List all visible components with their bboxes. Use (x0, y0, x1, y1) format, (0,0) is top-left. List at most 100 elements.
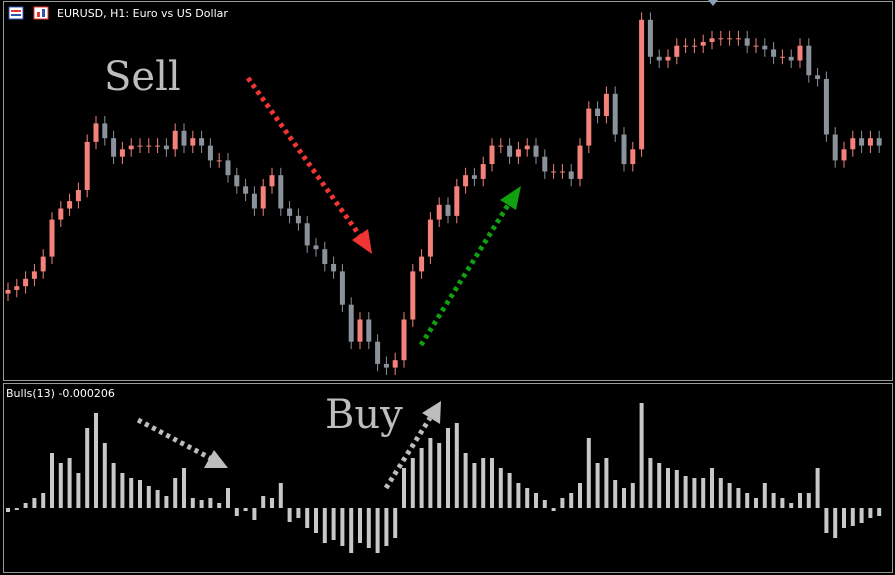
candle-body (542, 156, 548, 172)
arrow-head (422, 401, 441, 424)
candle-body (832, 134, 838, 161)
candle-body (683, 45, 689, 47)
candle-body (586, 108, 592, 146)
histogram-bar (102, 443, 107, 508)
candle-body (313, 245, 319, 250)
histogram-bar (120, 473, 125, 508)
histogram-bar (666, 468, 670, 508)
candle-body (357, 319, 363, 342)
candle-body (23, 278, 29, 287)
candle-body (172, 130, 178, 150)
histogram-bar (146, 486, 151, 508)
histogram-bar (331, 508, 336, 540)
histogram-bar (806, 493, 811, 508)
histogram-bar (243, 508, 248, 511)
histogram-bar (111, 463, 116, 508)
histogram-bar (463, 453, 468, 508)
candle-body (383, 363, 389, 368)
candle-body (427, 219, 433, 257)
histogram-bar (727, 483, 732, 508)
candle-body (753, 45, 759, 47)
candle-body (111, 138, 117, 157)
chart-title: EURUSD, H1: Euro vs US Dollar (57, 7, 228, 20)
candle-body (75, 190, 81, 202)
histogram-bar (314, 508, 318, 533)
arrow (418, 203, 511, 347)
histogram-bar (613, 480, 618, 508)
histogram-bar (648, 458, 653, 508)
candle-body (735, 38, 741, 40)
histogram-bar (322, 508, 327, 543)
candle-body (656, 56, 662, 61)
candle-body (410, 271, 416, 320)
candle-body (674, 45, 680, 57)
histogram-bar (384, 508, 389, 546)
histogram-bar (516, 483, 521, 508)
histogram-bar (622, 488, 626, 508)
candle-body (603, 93, 609, 116)
candle-body (40, 256, 46, 272)
histogram-bar (569, 493, 574, 508)
candle-body (630, 149, 636, 165)
histogram-bar (560, 498, 565, 508)
candle-body (234, 175, 240, 187)
histogram-bar (419, 448, 424, 508)
histogram-bar (138, 480, 142, 508)
candle-body (155, 145, 161, 147)
histogram-bar (164, 496, 169, 508)
arrow (245, 76, 363, 238)
histogram-bar (771, 493, 776, 508)
histogram-bar (604, 458, 609, 508)
candle-body (331, 264, 337, 272)
icon (33, 6, 49, 20)
histogram-bar (217, 503, 222, 508)
histogram-bar (410, 458, 415, 508)
histogram-bar (683, 476, 688, 508)
candle-body (181, 130, 187, 146)
candle-body (401, 319, 407, 361)
histogram-bar (595, 463, 600, 508)
arrow (383, 416, 433, 490)
histogram-bar (798, 493, 802, 508)
histogram-bar (199, 500, 204, 508)
candle-body (841, 149, 847, 161)
annotation: Sell (104, 54, 181, 100)
histogram-bar (586, 438, 591, 508)
candle-body (304, 223, 310, 246)
candle-body (419, 256, 425, 272)
candle-body (876, 138, 882, 146)
candle-body (762, 45, 768, 50)
histogram-bar (23, 503, 28, 508)
candle-body (5, 289, 11, 294)
histogram-bar (710, 468, 714, 508)
candle-body (260, 186, 266, 209)
histogram-bar (833, 508, 838, 538)
histogram-bar (41, 493, 46, 508)
candle-body (665, 56, 671, 61)
histogram-bar (762, 483, 767, 508)
histogram-bar (375, 508, 380, 553)
histogram-bar (252, 508, 257, 520)
histogram-bar (85, 428, 90, 508)
histogram-bar (234, 508, 239, 516)
histogram-bar (789, 503, 794, 508)
candle-body (718, 38, 724, 40)
candle-body (58, 208, 64, 220)
histogram-bar (692, 478, 697, 508)
candle-body (463, 175, 469, 187)
candle-body (146, 145, 152, 147)
histogram-bar (551, 508, 556, 511)
candle-body (207, 145, 213, 161)
candle-body (515, 149, 521, 157)
histogram-bar (58, 463, 63, 508)
price-panel-border (3, 1, 893, 381)
histogram-bar (578, 483, 582, 508)
candle-body (287, 208, 293, 216)
histogram-bar (155, 490, 160, 508)
candle-body (551, 171, 557, 173)
histogram-bar (630, 483, 635, 508)
histogram-bar (50, 453, 54, 508)
candle-body (779, 56, 785, 58)
